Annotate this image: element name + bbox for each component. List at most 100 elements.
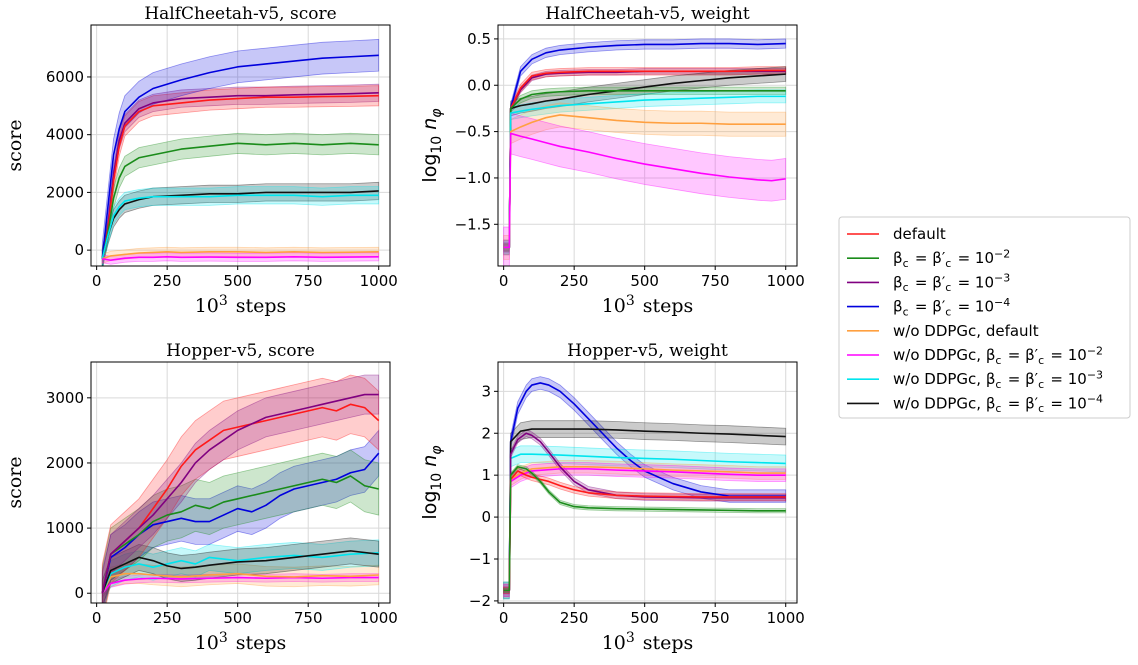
series-line-wo_b2 [503, 132, 786, 249]
series-line-b4 [503, 382, 786, 592]
x-tick-label: 750 [701, 272, 730, 290]
x-tick-label: 0 [499, 272, 509, 290]
series-band-wo_b2 [503, 112, 787, 266]
series-band-b4 [503, 376, 787, 598]
chart-title: Hopper-v5, score [166, 341, 315, 361]
x-tick-label: 750 [294, 609, 323, 627]
series-line-b3 [503, 432, 786, 592]
x-tick-label: 1000 [360, 272, 398, 290]
x-tick-label: 750 [701, 609, 730, 627]
series-line-default [503, 69, 786, 249]
series-line-b2 [503, 465, 786, 592]
series-line-wo_b4 [503, 428, 786, 592]
series-band-wo_b2 [101, 573, 380, 599]
legend-entry-b4: βc = β′c = 10−4 [847, 296, 1012, 318]
legend-label: w/o DDPGc, βc = β′c = 10−2 [893, 344, 1105, 366]
legend-label: βc = β′c = 10−3 [893, 272, 1012, 294]
y-tick-label: 4000 [46, 126, 84, 144]
series-line-b2 [101, 142, 379, 259]
series-line-b4 [503, 42, 786, 249]
y-tick-label: 0 [74, 584, 84, 602]
chart-title: HalfCheetah-v5, weight [545, 4, 750, 24]
x-tick-label: 500 [630, 609, 659, 627]
legend-label: w/o DDPGc, βc = β′c = 10−4 [893, 393, 1105, 415]
series-band-default [101, 374, 380, 603]
y-tick-label: −1 [469, 550, 491, 568]
y-tick-label: −1.0 [455, 169, 491, 187]
legend-label: default [893, 225, 946, 243]
series-line-wo_b4 [101, 550, 379, 594]
series-band-b4 [101, 429, 380, 603]
chart-panel-3: 0 250 500 750 1000 0 1000 2000 3000 Hopper-v5, sc… [4, 341, 398, 654]
y-tick-label: 2000 [46, 454, 84, 472]
series-band-wo_b2 [101, 252, 380, 265]
legend-entry-wo_b2: w/o DDPGc, βc = β′c = 10−2 [847, 344, 1105, 367]
legend-label: βc = β′c = 10−2 [893, 248, 1012, 270]
series-line-wo_b4 [503, 73, 786, 249]
y-tick-label: 2 [481, 424, 491, 442]
series-line-default [101, 94, 379, 259]
y-tick-label: 0.0 [467, 76, 491, 94]
series-line-b2 [503, 90, 786, 249]
x-axis-label: 103 steps [195, 630, 287, 654]
x-tick-label: 250 [153, 272, 182, 290]
series-line-wo_b2 [101, 576, 379, 594]
x-tick-label: 750 [294, 272, 323, 290]
series-band-wo_b4 [101, 181, 380, 266]
legend-label: βc = β′c = 10−4 [893, 296, 1012, 318]
y-tick-label: 2000 [46, 183, 84, 201]
series-line-b2 [101, 475, 379, 594]
series-band-wo_b4 [503, 66, 787, 256]
x-tick-label: 1000 [767, 272, 805, 290]
series-band-wo_b2 [503, 462, 787, 598]
plot-frame [90, 361, 391, 604]
legend: default βc = β′c = 10−2 βc = β′c = 10−3 β… [838, 216, 1131, 419]
y-axis-label: score [4, 119, 26, 171]
series-line-wo_b2 [102, 255, 379, 262]
plot-frame [497, 361, 798, 604]
y-tick-label: −1.5 [455, 215, 491, 233]
series-line-default [101, 403, 380, 594]
chart-panel-2: 0 250 500 750 1000 −1.5 −1.0 −0.5 0.0 0.5 HalfChee… [419, 4, 805, 317]
y-axis-label: score [4, 456, 26, 508]
x-tick-label: 1000 [360, 609, 398, 627]
series-line-wo_b3 [101, 194, 379, 259]
legend-entry-wo_b4: w/o DDPGc, βc = β′c = 10−4 [847, 393, 1105, 415]
y-tick-label: −2 [469, 592, 491, 610]
legend-entry-wo_default: w/o DDPGc, default [847, 322, 1039, 340]
y-axis-label: log10 nφ [419, 108, 445, 183]
x-tick-label: 0 [92, 609, 102, 627]
x-tick-label: 0 [92, 272, 102, 290]
series-line-wo_default [503, 114, 786, 249]
x-tick-label: 250 [560, 609, 589, 627]
series-band-b2 [101, 132, 380, 266]
x-tick-label: 250 [153, 609, 182, 627]
y-tick-label: 1000 [46, 519, 84, 537]
series-line-wo_default [102, 251, 379, 260]
x-tick-label: 1000 [767, 609, 805, 627]
series-band-b3 [101, 83, 380, 266]
series-line-b3 [101, 92, 379, 259]
legend-entry-wo_b3: w/o DDPGc, βc = β′c = 10−3 [847, 369, 1105, 391]
series-band-wo_b4 [503, 420, 787, 600]
y-tick-label: −0.5 [455, 123, 491, 141]
plot-frame [90, 24, 391, 267]
series-line-wo_b3 [503, 95, 786, 249]
y-tick-label: 3000 [46, 389, 84, 407]
x-axis-label: 103 steps [602, 630, 694, 654]
series-band-wo_b3 [503, 445, 787, 600]
chart-title: HalfCheetah-v5, score [144, 4, 336, 24]
legend-label: w/o DDPGc, βc = β′c = 10−3 [893, 369, 1105, 391]
y-tick-label: 6000 [46, 68, 84, 86]
legend-entry-b2: βc = β′c = 10−2 [847, 248, 1012, 270]
x-tick-label: 250 [560, 272, 589, 290]
chart-title: Hopper-v5, weight [567, 341, 728, 361]
x-axis-label: 103 steps [602, 293, 694, 317]
x-tick-label: 500 [223, 272, 252, 290]
series-line-wo_b3 [503, 453, 786, 592]
series-line-wo_b2 [503, 468, 786, 592]
x-tick-label: 500 [630, 272, 659, 290]
series-band-wo_b4 [101, 537, 380, 603]
series-line-wo_b4 [101, 190, 379, 259]
